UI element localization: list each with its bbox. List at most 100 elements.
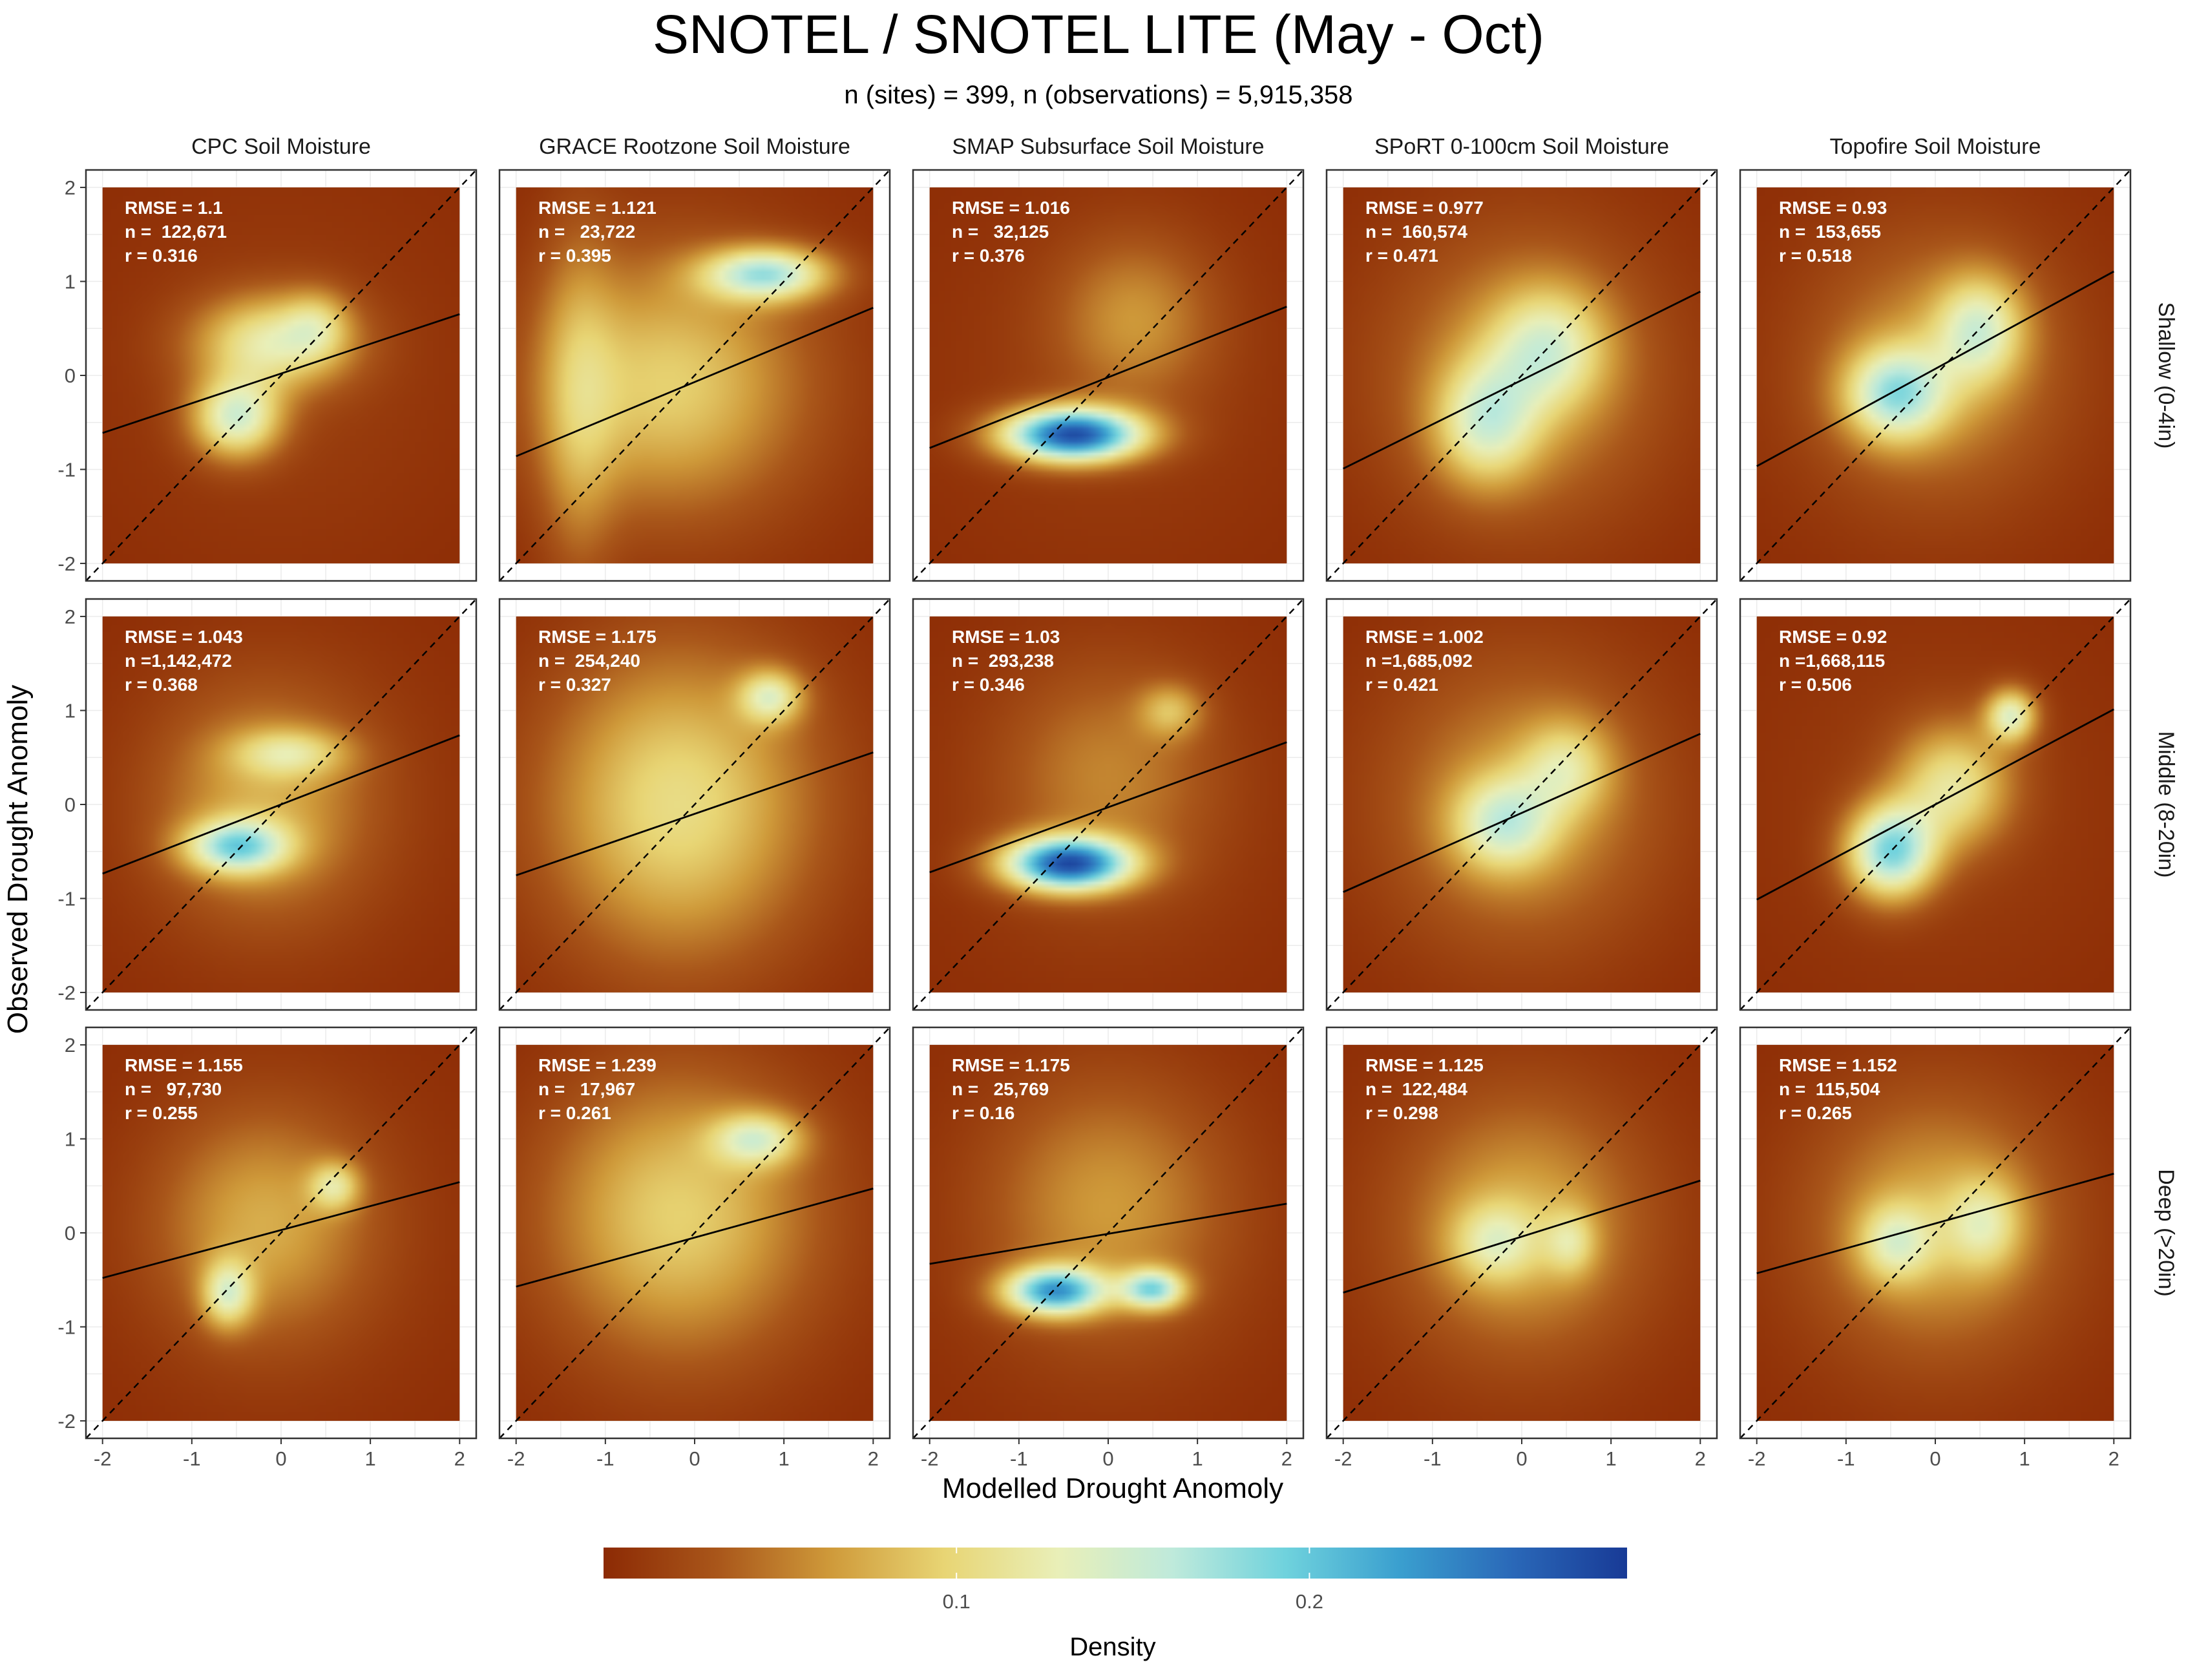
row-strip-label: Middle (8-20in) (2154, 731, 2178, 878)
x-tick-label: -2 (94, 1447, 112, 1470)
rmse-label: RMSE = 1.155 (125, 1055, 243, 1075)
n-label: n = 122,484 (1365, 1079, 1467, 1099)
regression-line (102, 1181, 460, 1279)
facet-panel: RMSE = 1.121 n = 23,722 r = 0.395 (498, 169, 891, 582)
panel-stats: RMSE = 1.175 n = 25,769 r = 0.16 (952, 1055, 1070, 1123)
panel-border (1739, 169, 2132, 582)
rmse-label: RMSE = 0.92 (1779, 627, 1887, 647)
y-tick-label: -1 (58, 887, 76, 910)
panel-stats: RMSE = 0.93 n = 153,655 r = 0.518 (1779, 198, 1887, 266)
column-strip-label: SPoRT 0-100cm Soil Moisture (1374, 134, 1669, 159)
x-tick-label: -1 (1424, 1447, 1442, 1470)
x-tick-label: -2 (921, 1447, 939, 1470)
regression-line (516, 1187, 874, 1288)
x-tick-label: 2 (454, 1447, 465, 1470)
rmse-label: RMSE = 1.002 (1365, 627, 1484, 647)
y-tick-label: -1 (58, 1316, 76, 1338)
one-to-one-dashed-line (86, 1027, 476, 1438)
colorbar-legend: Density 0.1 0.2 (604, 1548, 1627, 1661)
y-tick-label: 2 (65, 605, 76, 628)
rmse-label: RMSE = 1.016 (952, 198, 1070, 218)
x-tick-label: 1 (1192, 1447, 1203, 1470)
panel-stats: RMSE = 1.043 n =1,142,472 r = 0.368 (125, 627, 243, 695)
panel-stats: RMSE = 1.03 n = 293,238 r = 0.346 (952, 627, 1060, 695)
facet-panel: RMSE = 1.175 n = 254,240 r = 0.327 (498, 598, 891, 1011)
panel-stats: RMSE = 1.175 n = 254,240 r = 0.327 (538, 627, 657, 695)
regression-line (1756, 708, 2114, 901)
r-label: r = 0.346 (952, 675, 1025, 695)
regression-line (1343, 733, 1701, 893)
y-tick-label: 1 (65, 700, 76, 722)
one-to-one-dashed-line (499, 599, 890, 1010)
x-tick-label: -2 (1334, 1447, 1352, 1470)
x-tick-label: 0 (1102, 1447, 1113, 1470)
r-label: r = 0.261 (538, 1103, 611, 1123)
one-to-one-dashed-line (499, 170, 890, 581)
x-tick-label: -1 (183, 1447, 201, 1470)
facet-panels: CPC Soil Moisture GRACE Rootzone Soil Moi… (58, 134, 2178, 1470)
rmse-label: RMSE = 1.1 (125, 198, 223, 218)
regression-line (929, 306, 1287, 449)
x-tick-label: -1 (1837, 1447, 1855, 1470)
regression-line (1343, 290, 1701, 470)
x-tick-label: 2 (868, 1447, 879, 1470)
r-label: r = 0.316 (125, 246, 198, 266)
one-to-one-dashed-line (1740, 170, 2130, 581)
n-label: n = 153,655 (1779, 222, 1881, 242)
colorbar-gradient (604, 1548, 1627, 1579)
y-tick-label: -2 (58, 982, 76, 1004)
facet-panel: RMSE = 1.152 n = 115,504 r = 0.265 -2 -1 0 1 2 (1739, 1026, 2132, 1470)
facet-panel: RMSE = 1.043 n =1,142,472 r = 0.368 -2 -1 0 1 2 (58, 598, 478, 1011)
one-to-one-dashed-line (1740, 1027, 2130, 1438)
regression-line (1343, 1179, 1701, 1294)
panel-border (1325, 598, 1718, 1011)
facet-panel: RMSE = 1.002 n =1,685,092 r = 0.421 (1325, 598, 1718, 1011)
facet-panel: RMSE = 1.239 n = 17,967 r = 0.261 -2 -1 0 1 2 (498, 1026, 891, 1470)
panel-stats: RMSE = 0.92 n =1,668,115 r = 0.506 (1779, 627, 1887, 695)
column-strip-label: SMAP Subsurface Soil Moisture (952, 134, 1264, 159)
panel-border (912, 598, 1305, 1011)
panel-border (1325, 169, 1718, 582)
x-tick-label: 0 (689, 1447, 700, 1470)
r-label: r = 0.298 (1365, 1103, 1438, 1123)
x-axis-title: Modelled Drought Anomoly (942, 1473, 1283, 1504)
r-label: r = 0.471 (1365, 246, 1438, 266)
n-label: n = 293,238 (952, 651, 1054, 671)
regression-line (929, 1202, 1287, 1265)
facet-panel: RMSE = 1.155 n = 97,730 r = 0.255 -2 -1 0 1 2 -2… (58, 1026, 478, 1470)
rmse-label: RMSE = 0.977 (1365, 198, 1484, 218)
regression-line (929, 741, 1287, 874)
rmse-label: RMSE = 1.175 (538, 627, 657, 647)
one-to-one-dashed-line (913, 1027, 1303, 1438)
r-label: r = 0.16 (952, 1103, 1014, 1123)
x-tick-label: 2 (1281, 1447, 1292, 1470)
chart-title: SNOTEL / SNOTEL LITE (May - Oct) (653, 4, 1544, 65)
panel-stats: RMSE = 1.1 n = 122,671 r = 0.316 (125, 198, 227, 266)
rmse-label: RMSE = 1.125 (1365, 1055, 1484, 1075)
facet-panel: RMSE = 1.175 n = 25,769 r = 0.16 -2 -1 0 1 2 (912, 1026, 1305, 1470)
colorbar-tick-label: 0.1 (943, 1590, 971, 1613)
panel-border (498, 598, 891, 1011)
r-label: r = 0.376 (952, 246, 1025, 266)
facet-panel: RMSE = 0.92 n =1,668,115 r = 0.506 (1739, 598, 2132, 1011)
column-strip-label: GRACE Rootzone Soil Moisture (539, 134, 850, 159)
x-tick-label: 1 (2019, 1447, 2030, 1470)
n-label: n = 23,722 (538, 222, 635, 242)
x-tick-label: -1 (596, 1447, 615, 1470)
n-label: n = 17,967 (538, 1079, 635, 1099)
facet-panel: RMSE = 1.125 n = 122,484 r = 0.298 -2 -1 0 1 2 (1325, 1026, 1718, 1470)
panel-border (498, 169, 891, 582)
panel-border (912, 169, 1305, 582)
y-tick-label: 2 (65, 176, 76, 199)
y-tick-label: -2 (58, 552, 76, 575)
row-strip-label: Deep (>20in) (2154, 1169, 2178, 1297)
x-tick-label: 2 (2108, 1447, 2119, 1470)
x-tick-label: -2 (1748, 1447, 1766, 1470)
n-label: n = 32,125 (952, 222, 1049, 242)
panel-stats: RMSE = 1.155 n = 97,730 r = 0.255 (125, 1055, 243, 1123)
x-tick-label: 1 (365, 1447, 376, 1470)
panel-stats: RMSE = 0.977 n = 160,574 r = 0.471 (1365, 198, 1484, 266)
rmse-label: RMSE = 1.152 (1779, 1055, 1897, 1075)
column-strip-label: CPC Soil Moisture (191, 134, 371, 159)
y-tick-label: 0 (65, 1222, 76, 1244)
